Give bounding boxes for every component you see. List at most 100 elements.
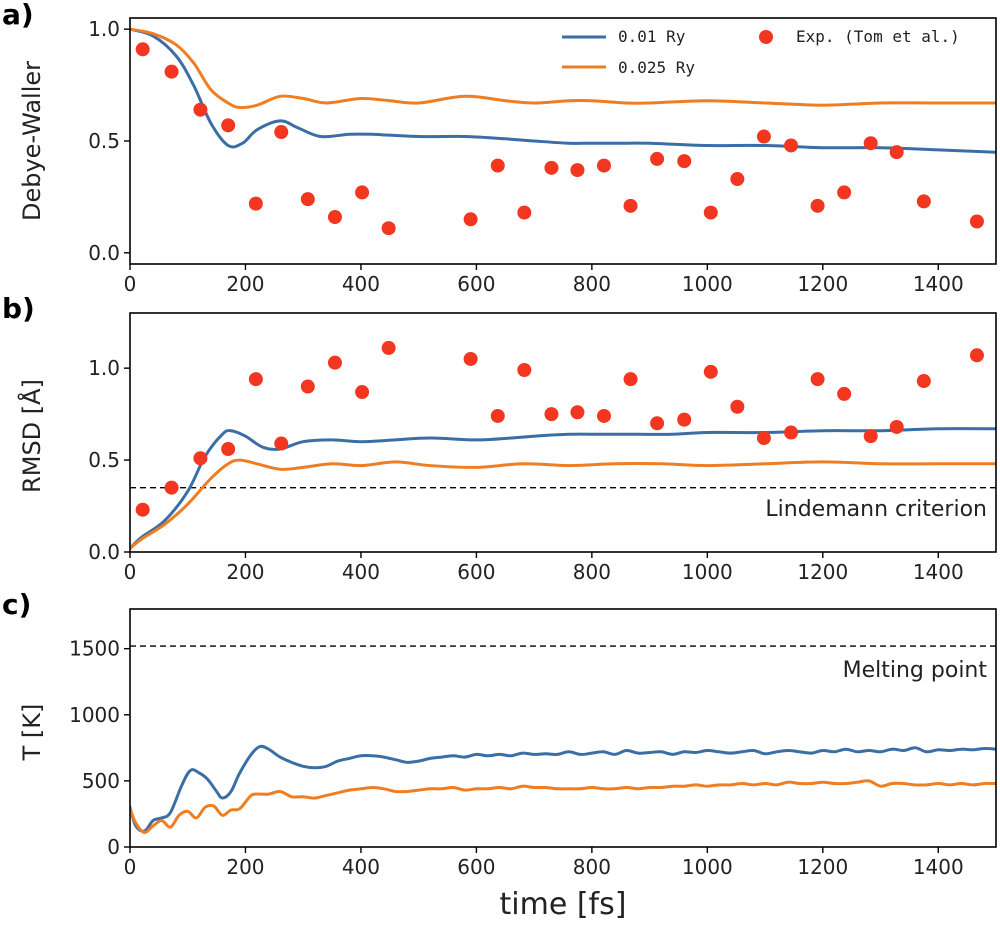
exp-point-b [969,348,984,363]
ylabel-c: T [K] [18,704,46,762]
lindemann-label: Lindemann criterion [765,497,987,522]
exp-point-b [756,431,771,446]
exp-point-a [544,160,559,175]
exp-point-b [248,372,263,387]
exp-point-b [463,351,478,366]
exp-point-b [703,364,718,379]
series-line-orange-a [130,27,996,110]
exp-point-a [784,138,799,153]
x-tick-label-b: 1200 [797,560,848,584]
exp-point-a [164,64,179,79]
exp-point-b [889,419,904,434]
x-tick-label-b: 600 [457,560,495,584]
exp-point-a [596,158,611,173]
legend: 0.01 Ry 0.025 Ry Exp. (Tom et al.) [562,27,960,77]
x-tick-label-c: 800 [573,855,611,879]
exp-point-b [650,416,665,431]
exp-point-b [916,374,931,389]
panel-c: c) T [K] Melting point time [fs] 0 200 400… [2,588,997,922]
exp-point-b [327,355,342,370]
y-tick-label-a: 1.0 [88,17,120,41]
exp-point-a [355,185,370,200]
legend-label-orange: 0.025 Ry [618,58,695,77]
exp-point-a [381,221,396,236]
y-tick-label-b: 1.0 [88,356,120,380]
exp-point-b [837,386,852,401]
exp-point-a [810,198,825,213]
exp-point-b [274,436,289,451]
panel-a: a) Debye-Waller 0.01 Ry 0.025 Ry Exp. (T… [2,0,997,296]
y-tick-label-c: 500 [82,769,120,793]
exp-point-a [916,194,931,209]
exp-point-a [248,196,263,211]
legend-label-exp: Exp. (Tom et al.) [796,27,960,46]
y-tick-label-a: 0.0 [88,241,120,265]
exp-point-b [355,385,370,400]
exp-point-b [623,372,638,387]
exp-point-b [596,408,611,423]
x-tick-label-a: 1200 [797,272,848,296]
exp-point-b [164,480,179,495]
exp-point-b [490,408,505,423]
x-tick-label-a: 600 [457,272,495,296]
exp-point-a [863,136,878,151]
exp-point-b [677,412,692,427]
xlabel: time [fs] [500,887,627,922]
exp-point-a [969,214,984,229]
axes-frame-c [129,608,997,848]
melting-point-label: Melting point [843,658,988,683]
series-line-blue-b [130,427,996,550]
panel-label-b: b) [2,292,35,325]
exp-point-a [756,129,771,144]
exp-point-b [381,340,396,355]
y-tick-label-c: 0 [107,835,120,859]
x-tick-label-c: 0 [124,855,137,879]
exp-point-b [517,362,532,377]
x-tick-label-c: 1000 [682,855,733,879]
series-line-blue-a [130,27,996,154]
exp-point-b [863,429,878,444]
exp-point-b [300,379,315,394]
exp-point-a [490,158,505,173]
series-line-orange-b [130,458,996,550]
y-tick-label-b: 0.5 [88,448,120,472]
exp-point-a [135,42,150,57]
x-tick-label-b: 400 [342,560,380,584]
exp-point-a [463,212,478,227]
exp-point-a [300,192,315,207]
exp-point-b [221,442,236,457]
exp-point-b [570,405,585,420]
exp-point-a [570,163,585,178]
exp-point-a [650,151,665,166]
x-tick-label-a: 1000 [682,272,733,296]
x-tick-label-a: 400 [342,272,380,296]
series-line-orange-c [130,779,996,834]
exp-point-a [703,205,718,220]
ylabel-b: RMSD [Å] [17,379,46,493]
x-tick-label-b: 0 [124,560,137,584]
exp-point-a [623,198,638,213]
exp-point-a [677,154,692,169]
y-tick-label-c: 1500 [69,637,120,661]
exp-point-b [784,425,799,440]
x-tick-label-c: 400 [342,855,380,879]
series-line-blue-c [130,744,996,833]
x-tick-label-a: 1400 [913,272,964,296]
y-tick-label-a: 0.5 [88,129,120,153]
exp-point-a [889,145,904,160]
exp-point-b [730,399,745,414]
x-tick-label-b: 200 [226,560,264,584]
x-tick-label-c: 200 [226,855,264,879]
exp-point-a [327,210,342,225]
y-tick-label-b: 0.0 [88,540,120,564]
x-tick-label-c: 1200 [797,855,848,879]
x-tick-label-a: 800 [573,272,611,296]
x-tick-label-c: 1400 [913,855,964,879]
x-tick-label-a: 200 [226,272,264,296]
exp-point-a [221,118,236,133]
exp-point-b [193,451,208,466]
panel-label-c: c) [2,588,31,621]
exp-point-a [193,102,208,117]
exp-point-a [837,185,852,200]
panel-label-a: a) [2,0,34,31]
